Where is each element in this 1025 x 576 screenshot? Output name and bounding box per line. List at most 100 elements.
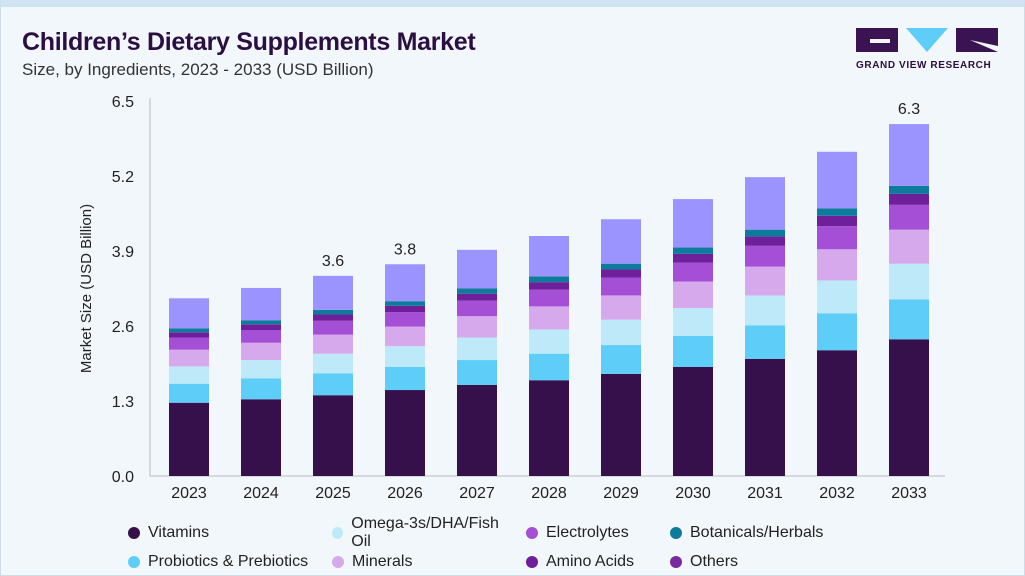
bar-segment-probiotics-prebiotics [889,299,929,340]
bar-segment-probiotics-prebiotics [385,366,425,391]
bar-segment-others [169,298,209,329]
bar-segment-botanicals-herbals [601,263,641,270]
bar-segment-probiotics-prebiotics [457,360,497,385]
bar-segment-minerals [673,281,713,309]
x-tick-label: 2025 [315,485,351,502]
bar-segment-amino-acids [817,215,857,227]
bar-segment-probiotics-prebiotics [169,383,209,403]
bar-segment-electrolytes [673,262,713,282]
bar-segment-others [745,177,785,230]
bar-segment-omega-3s-dha-fish-oil [745,295,785,326]
bar-segment-vitamins [241,399,281,476]
legend-item: Electrolytes [526,515,656,551]
bar-segment-others [529,236,569,277]
bar-segment-others [457,249,497,289]
bar-segment-minerals [313,334,353,354]
legend-item: Omega-3s/DHA/Fish Oil [332,515,512,551]
y-tick-label: 2.6 [112,319,134,336]
legend-dot-icon [670,556,682,568]
y-tick-label: 0.0 [112,469,134,486]
bar-segment-minerals [457,316,497,338]
legend-dot-icon [670,527,682,539]
bar-segment-amino-acids [169,332,209,338]
bar-segment-probiotics-prebiotics [817,313,857,351]
bar-segment-others [889,124,929,186]
y-tick-label: 3.9 [112,244,134,261]
bar-segment-vitamins [385,390,425,476]
bar-segment-botanicals-herbals [745,229,785,237]
bar-segment-others [673,199,713,248]
legend-item: Vitamins [128,515,318,551]
x-tick-label: 2031 [747,485,783,502]
legend-dot-icon [332,556,344,568]
bar-segment-minerals [601,295,641,320]
logo-mark-icon [856,28,998,52]
bar-segment-electrolytes [889,204,929,230]
bar-segment-electrolytes [457,300,497,317]
legend-dot-icon [526,556,538,568]
bar-segment-vitamins [529,380,569,476]
bar-segment-probiotics-prebiotics [601,345,641,374]
x-tick-label: 2027 [459,485,495,502]
bar-segment-minerals [817,249,857,281]
bar-segment-botanicals-herbals [889,185,929,194]
legend-label: Vitamins [148,524,210,541]
bar-segment-electrolytes [529,289,569,307]
legend: Vitamins Omega-3s/DHA/Fish Oil Electrolyte… [128,515,928,571]
legend-label: Minerals [352,553,413,570]
bar-segment-vitamins [889,339,929,476]
bar-segment-omega-3s-dha-fish-oil [241,360,281,379]
bar-segment-vitamins [457,384,497,476]
bar-segment-probiotics-prebiotics [313,373,353,396]
bar-segment-vitamins [313,395,353,476]
bar-segment-others [313,275,353,310]
bar-segment-probiotics-prebiotics [241,378,281,400]
bar-segment-omega-3s-dha-fish-oil [385,346,425,367]
data-label: 3.8 [394,241,416,258]
bar-segment-minerals [385,326,425,347]
bar-segment-botanicals-herbals [817,208,857,216]
bar-segment-electrolytes [313,320,353,335]
legend-dot-icon [128,527,140,539]
x-tick-label: 2033 [891,485,927,502]
x-tick-label: 2029 [603,485,639,502]
bar-segment-amino-acids [457,293,497,301]
legend-label: Botanicals/Herbals [690,524,824,541]
bar-segment-omega-3s-dha-fish-oil [889,263,929,300]
bar-segment-minerals [529,306,569,330]
legend-dot-icon [128,556,140,568]
x-tick-label: 2023 [171,485,207,502]
bar-segment-probiotics-prebiotics [529,353,569,381]
bar-segment-probiotics-prebiotics [745,325,785,359]
bar-segment-electrolytes [169,337,209,350]
bar-segment-electrolytes [385,312,425,327]
chart-title: Children’s Dietary Supplements Market [22,28,476,56]
bar-segment-others [817,151,857,209]
bar-segment-minerals [169,349,209,367]
bar-segment-omega-3s-dha-fish-oil [313,353,353,374]
x-tick-label: 2024 [243,485,279,502]
bar-segment-botanicals-herbals [457,288,497,294]
data-label: 6.3 [898,101,920,118]
bar-segment-vitamins [169,402,209,476]
bar-segment-vitamins [745,358,785,476]
bar-segment-electrolytes [241,330,281,343]
bar-segment-botanicals-herbals [673,247,713,254]
bar-segment-electrolytes [601,277,641,296]
legend-item: Botanicals/Herbals [670,515,870,551]
y-tick-label: 5.2 [112,169,134,186]
bar-segment-omega-3s-dha-fish-oil [817,280,857,314]
bar-segment-minerals [241,342,281,361]
bar-segment-omega-3s-dha-fish-oil [529,329,569,354]
bar-segment-others [601,219,641,264]
bar-segment-others [385,264,425,302]
x-tick-label: 2028 [531,485,567,502]
legend-item: Others [670,553,870,571]
logo-text: GRAND VIEW RESEARCH [856,60,992,71]
bar-segment-electrolytes [817,226,857,250]
bar-segment-amino-acids [745,236,785,246]
bar-segment-amino-acids [313,314,353,321]
legend-item: Amino Acids [526,553,656,571]
bar-segment-electrolytes [745,245,785,267]
